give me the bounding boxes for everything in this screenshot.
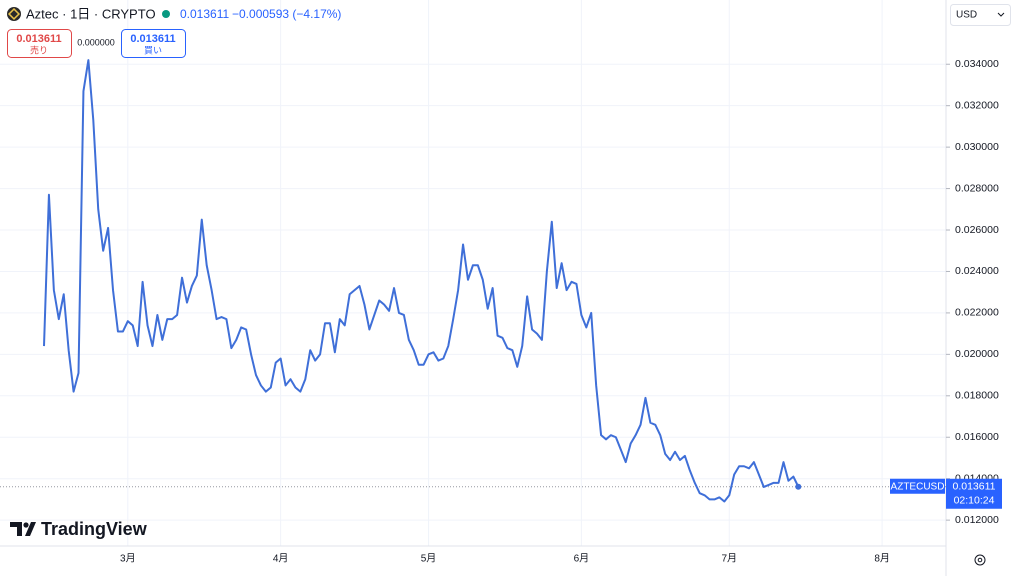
market-status bbox=[162, 10, 170, 18]
price-tag-value: 0.013611 bbox=[952, 481, 995, 493]
y-tick-label: 0.026000 bbox=[955, 224, 999, 236]
countdown: 02:10:24 bbox=[954, 495, 995, 507]
dropdown-icon bbox=[997, 12, 1005, 17]
y-tick-label: 0.016000 bbox=[955, 431, 999, 443]
y-tick-label: 0.034000 bbox=[955, 58, 999, 70]
y-tick-label: 0.018000 bbox=[955, 390, 999, 402]
x-tick-label: 7月 bbox=[721, 553, 737, 565]
last-price: 0.013611 bbox=[180, 7, 229, 21]
brand-logo bbox=[10, 522, 36, 536]
price-change: −0.000593 (−4.17%) bbox=[232, 7, 341, 21]
y-tick-label: 0.012000 bbox=[955, 514, 999, 526]
symbol-logo-mark bbox=[7, 7, 21, 21]
y-tick-label: 0.028000 bbox=[955, 182, 999, 194]
x-tick-label: 3月 bbox=[120, 553, 136, 565]
y-tick-label: 0.024000 bbox=[955, 265, 999, 277]
y-tick-label: 0.020000 bbox=[955, 348, 999, 360]
price-tag bbox=[946, 478, 1002, 509]
spread: 0.000000 bbox=[77, 37, 115, 47]
x-tick-label: 8月 bbox=[874, 553, 890, 565]
x-tick-label: 4月 bbox=[273, 553, 289, 565]
buy-price: 0.013611 bbox=[130, 33, 175, 45]
settings-icon-center bbox=[977, 557, 983, 563]
brand-logo-dot bbox=[23, 522, 29, 528]
y-tick-label: 0.030000 bbox=[955, 141, 999, 153]
y-tick-label: 0.022000 bbox=[955, 307, 999, 319]
x-tick-label: 6月 bbox=[574, 553, 590, 565]
symbol-label: AZTECUSD bbox=[891, 481, 945, 492]
sell-label: 売り bbox=[30, 44, 48, 55]
currency-select[interactable] bbox=[950, 4, 1011, 26]
grid bbox=[0, 0, 946, 546]
symbol-logo bbox=[7, 7, 21, 21]
last-point bbox=[795, 483, 802, 490]
settings-icon[interactable] bbox=[974, 554, 986, 566]
sell-price: 0.013611 bbox=[16, 33, 61, 45]
chart-title: Aztec · 1日 · CRYPTO bbox=[26, 6, 156, 21]
sell-button[interactable] bbox=[7, 29, 72, 58]
price-line bbox=[43, 59, 800, 503]
buy-button[interactable] bbox=[121, 29, 186, 58]
currency: USD bbox=[956, 10, 977, 21]
brand: TradingView bbox=[41, 519, 148, 539]
y-tick-label: 0.032000 bbox=[955, 99, 999, 111]
buy-label: 買い bbox=[144, 45, 162, 55]
symbol-tag bbox=[890, 478, 945, 494]
x-tick-label: 5月 bbox=[421, 553, 437, 565]
